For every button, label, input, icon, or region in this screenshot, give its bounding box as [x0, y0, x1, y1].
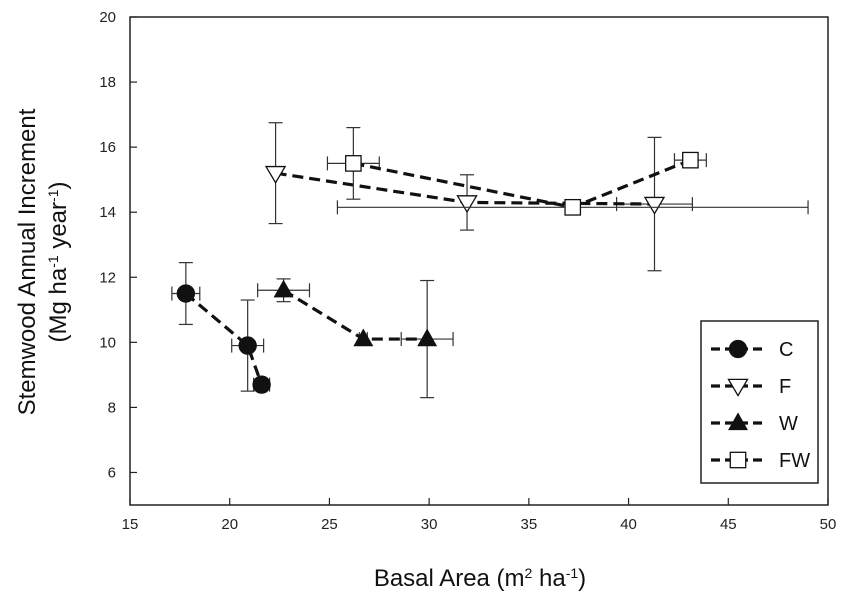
x-tick-label: 40: [620, 516, 637, 533]
legend-item-F: F: [711, 376, 791, 398]
y-tick-label: 14: [99, 204, 116, 221]
x-tick-label: 15: [122, 516, 139, 533]
y-tick-label: 10: [99, 334, 116, 351]
y-tick-label: 6: [108, 464, 116, 481]
y-tick-label: 12: [99, 269, 116, 286]
legend-label: FW: [779, 450, 810, 472]
legend-marker-F: [727, 378, 749, 397]
y-tick-label: 16: [99, 139, 116, 156]
series-line-C: [184, 292, 264, 386]
x-tick-label: 30: [421, 516, 438, 533]
series-F: [264, 122, 693, 272]
data-point-C: [176, 284, 196, 303]
x-tick-label: 25: [321, 516, 338, 533]
data-point-FW: [345, 155, 362, 172]
legend-item-FW: FW: [711, 450, 810, 472]
data-point-FW: [564, 198, 582, 216]
x-tick-label: 20: [221, 516, 238, 533]
y-axis-title-line2: (Mg ha-1 year-1): [45, 182, 72, 343]
x-axis-title: Basal Area (m2 ha-1): [374, 565, 586, 591]
legend-marker-FW: [729, 451, 747, 469]
x-tick-label: 50: [820, 516, 837, 533]
data-point-F: [456, 195, 478, 214]
x-tick-label: 45: [720, 516, 737, 533]
y-tick-label: 18: [99, 74, 116, 91]
legend-label: C: [779, 339, 793, 361]
legend-label: W: [779, 413, 798, 435]
series-FW: [326, 127, 809, 216]
data-point-F: [264, 165, 287, 184]
data-point-C: [252, 375, 271, 394]
y-tick-label: 20: [99, 9, 116, 26]
legend-item-C: C: [711, 339, 793, 361]
legend-item-W: W: [711, 412, 798, 435]
data-point-W: [273, 279, 294, 298]
data-point-W: [353, 328, 374, 347]
y-tick-label: 8: [108, 399, 116, 416]
data-point-C: [238, 336, 257, 355]
legend-label: F: [779, 376, 791, 398]
series-W: [257, 278, 454, 399]
x-tick-label: 35: [521, 516, 538, 533]
data-point-F: [643, 196, 666, 215]
y-axis-title-line1: Stemwood Annual Increment: [14, 108, 41, 415]
legend-marker-C: [728, 339, 748, 359]
data-point-W: [417, 328, 438, 347]
legend-marker-W: [728, 412, 748, 431]
plot-frame: [129, 16, 829, 506]
series-C: [171, 262, 271, 394]
data-point-FW: [682, 151, 699, 169]
